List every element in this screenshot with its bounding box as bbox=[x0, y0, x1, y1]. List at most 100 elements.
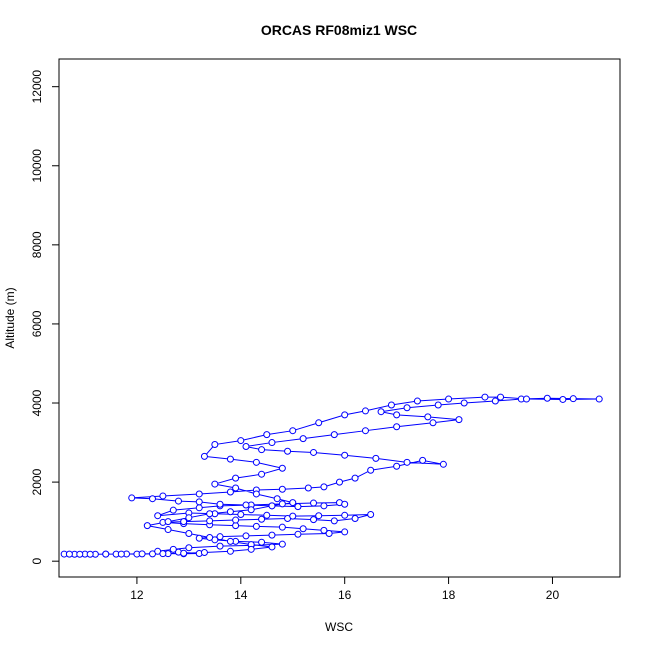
data-point bbox=[372, 454, 380, 462]
data-point bbox=[185, 514, 193, 522]
data-point bbox=[310, 448, 318, 456]
data-point bbox=[200, 452, 208, 460]
data-point bbox=[284, 447, 292, 455]
data-point bbox=[242, 501, 250, 509]
data-point bbox=[278, 540, 286, 548]
data-point bbox=[268, 439, 276, 447]
data-point bbox=[315, 419, 323, 427]
data-point bbox=[117, 550, 125, 558]
data-point bbox=[169, 506, 177, 514]
data-point bbox=[320, 483, 328, 491]
data-point bbox=[206, 533, 214, 541]
data-point bbox=[336, 478, 343, 486]
data-point bbox=[341, 451, 349, 459]
data-point bbox=[289, 427, 297, 435]
data-point bbox=[247, 545, 255, 553]
data-point bbox=[252, 522, 260, 530]
data-point bbox=[387, 401, 395, 409]
data-point bbox=[294, 503, 302, 511]
data-point bbox=[159, 492, 167, 500]
data-point bbox=[273, 495, 281, 503]
data-point bbox=[195, 498, 203, 506]
data-point bbox=[330, 431, 338, 439]
data-point bbox=[361, 427, 369, 435]
data-point bbox=[76, 550, 84, 558]
data-point bbox=[195, 534, 203, 542]
data-point bbox=[258, 515, 266, 523]
data-point bbox=[232, 484, 240, 492]
data-point bbox=[247, 506, 255, 514]
data-point bbox=[263, 511, 271, 519]
data-point bbox=[341, 411, 349, 419]
data-point bbox=[393, 423, 401, 431]
data-point bbox=[403, 458, 411, 466]
x-tick-label: 16 bbox=[338, 588, 352, 602]
y-axis: 0 2000 4000 6000 8000 10000 12000 bbox=[30, 70, 60, 565]
data-point bbox=[242, 532, 250, 540]
y-tick-label: 10000 bbox=[30, 149, 44, 183]
data-point bbox=[419, 456, 427, 464]
data-point bbox=[434, 401, 442, 409]
data-point bbox=[595, 395, 603, 403]
x-tick-label: 14 bbox=[234, 588, 248, 602]
chart-title: ORCAS RF08miz1 WSC bbox=[261, 22, 417, 38]
data-point bbox=[174, 497, 182, 505]
data-point bbox=[299, 435, 307, 443]
data-point bbox=[237, 437, 245, 445]
data-point bbox=[149, 495, 156, 503]
data-point bbox=[211, 441, 219, 449]
data-point bbox=[310, 499, 318, 507]
data-point bbox=[237, 511, 245, 519]
data-point bbox=[211, 480, 219, 488]
data-point bbox=[403, 404, 411, 412]
data-point bbox=[216, 533, 224, 541]
data-point bbox=[455, 416, 463, 424]
data-point bbox=[232, 474, 240, 482]
data-point bbox=[299, 525, 307, 533]
data-point bbox=[320, 502, 328, 510]
data-point bbox=[491, 397, 499, 405]
data-point bbox=[206, 510, 214, 518]
data-point bbox=[445, 395, 453, 403]
data-point bbox=[330, 517, 338, 525]
data-point bbox=[278, 500, 286, 508]
data-point bbox=[278, 464, 286, 472]
series-layer bbox=[60, 393, 603, 558]
data-point bbox=[252, 458, 260, 466]
data-point bbox=[258, 470, 266, 478]
x-tick-label: 12 bbox=[130, 588, 144, 602]
data-point bbox=[216, 500, 224, 508]
data-point bbox=[315, 512, 323, 520]
data-point bbox=[164, 526, 172, 534]
data-point bbox=[559, 395, 567, 403]
data-point bbox=[393, 411, 401, 419]
data-point bbox=[138, 550, 146, 558]
data-point bbox=[351, 514, 359, 522]
data-point bbox=[143, 522, 151, 530]
data-point bbox=[289, 499, 297, 507]
data-point bbox=[543, 394, 551, 402]
data-point bbox=[278, 523, 286, 531]
data-point bbox=[226, 455, 234, 463]
data-point bbox=[310, 516, 318, 524]
data-point bbox=[393, 462, 401, 470]
data-point bbox=[268, 502, 276, 510]
data-point bbox=[258, 446, 266, 454]
data-point bbox=[195, 490, 203, 498]
data-point bbox=[185, 544, 193, 552]
data-point bbox=[278, 485, 286, 493]
data-point bbox=[569, 395, 577, 403]
data-point bbox=[294, 530, 302, 538]
data-point bbox=[252, 490, 260, 498]
data-point bbox=[367, 511, 375, 519]
data-point bbox=[102, 550, 110, 558]
data-point bbox=[232, 516, 240, 524]
data-point bbox=[325, 530, 333, 537]
y-tick-label: 2000 bbox=[30, 468, 44, 495]
data-point bbox=[164, 518, 172, 526]
data-point bbox=[154, 512, 162, 520]
data-point bbox=[242, 443, 250, 451]
x-tick-label: 18 bbox=[442, 588, 456, 602]
data-point bbox=[65, 550, 73, 558]
data-point bbox=[200, 548, 208, 556]
